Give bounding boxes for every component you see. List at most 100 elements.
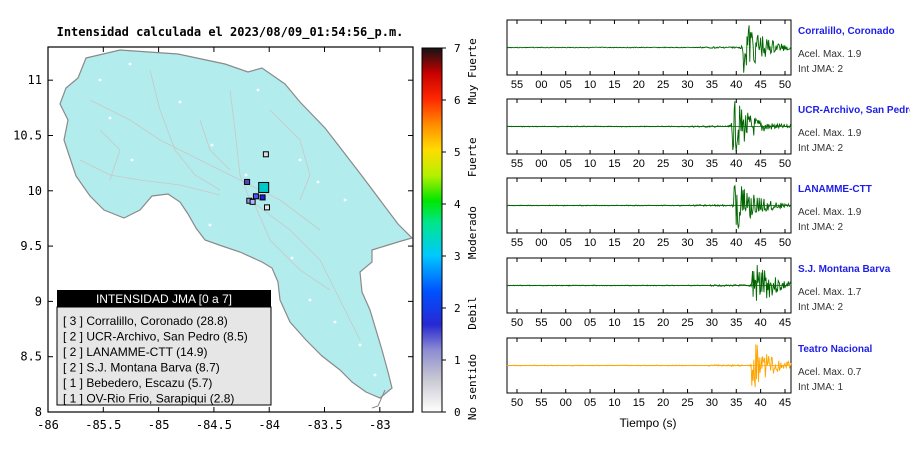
waveform-tick-label: 40 xyxy=(755,397,767,409)
waveform-tick-label: 25 xyxy=(657,79,669,91)
waveform-tick-label: 45 xyxy=(779,317,791,329)
max-acceleration: Acel. Max. 1.9 xyxy=(798,207,862,218)
waveform-tick-label: 40 xyxy=(755,317,767,329)
station-markers xyxy=(244,151,270,211)
waveform-tick-label: 05 xyxy=(584,397,596,409)
waveform-tick-label: 10 xyxy=(584,237,596,249)
map-x-tick-label: -86 xyxy=(37,418,59,432)
waveform-panel: 55 00 05 10 15 20 25 30 35 40 45 50 UCR-Archivo, San… xyxy=(506,98,910,170)
road-network xyxy=(79,69,361,341)
waveform-tick-label: 55 xyxy=(535,317,547,329)
waveform-tick-label: 35 xyxy=(706,237,718,249)
waveform-tick-label: 30 xyxy=(681,158,693,170)
map-y-axis: 11 10.5 10 9.5 9 8.5 8 xyxy=(13,73,413,419)
colorbar-tick-label: 7 xyxy=(454,42,461,55)
waveform-tick-label: 10 xyxy=(584,158,596,170)
waveform-tick-label: 10 xyxy=(608,317,620,329)
map-x-tick-label: -85 xyxy=(148,418,170,432)
map-y-tick-label: 9 xyxy=(35,294,42,308)
waveform-tick-label: 50 xyxy=(779,79,791,91)
waveform-tick-label: 15 xyxy=(608,79,620,91)
waveform-tick-label: 00 xyxy=(560,317,572,329)
waveform-tick-label: 15 xyxy=(608,158,620,170)
station-marker xyxy=(249,198,256,205)
colorbar-tick-label: 4 xyxy=(454,198,461,211)
waveform-tick-label: 50 xyxy=(511,317,523,329)
waveform-panels: 55 00 05 10 15 20 25 30 35 40 45 50 Corralillo, Coro… xyxy=(506,19,910,409)
waveform-tick-label: 30 xyxy=(681,79,693,91)
jma-intensity: Int JMA: 1 xyxy=(798,382,843,393)
station-marker xyxy=(264,204,270,211)
legend-item: [ 2 ] LANAMME-CTT (14.9) xyxy=(63,345,207,359)
legend-item: [ 2 ] UCR-Archivo, San Pedro (8.5) xyxy=(63,330,248,344)
waveform-trace xyxy=(507,101,792,152)
waveform-trace xyxy=(506,25,792,73)
waveform-tick-label: 15 xyxy=(633,397,645,409)
waveform-tick-label: 55 xyxy=(511,158,523,170)
waveform-tick-label: 45 xyxy=(755,237,767,249)
colorbar-label: Fuerte xyxy=(466,137,479,177)
waveform-tick-label: 40 xyxy=(730,158,742,170)
waveform-tick-label: 35 xyxy=(706,79,718,91)
waveform-tick-label: 20 xyxy=(633,158,645,170)
waveform-tick-label: 25 xyxy=(681,317,693,329)
southern-border xyxy=(371,389,386,409)
waveform-tick-label: 30 xyxy=(681,237,693,249)
map-x-tick-label: -83 xyxy=(369,418,391,432)
max-acceleration: Acel. Max. 1.9 xyxy=(798,49,862,60)
waveform-tick-label: 25 xyxy=(681,397,693,409)
legend-item: [ 1 ] OV-Rio Frio, Sarapiqui (2.8) xyxy=(63,392,234,406)
costa-rica-land xyxy=(59,49,414,409)
waveform-tick-label: 45 xyxy=(779,397,791,409)
colorbar-tick-label: 5 xyxy=(454,146,461,159)
map-title: Intensidad calculada el 2023/08/09_01:54… xyxy=(57,25,404,40)
waveform-trace xyxy=(507,264,792,301)
waveform-tick-label: 20 xyxy=(657,317,669,329)
waveform-panel: 55 00 05 10 15 20 25 30 35 40 45 50 LANAMME-CTT Acel.… xyxy=(506,177,872,249)
waveform-panel: 55 00 05 10 15 20 25 30 35 40 45 50 Corralillo, Coro… xyxy=(506,19,895,91)
map-y-tick-label: 11 xyxy=(28,73,42,87)
legend-item: [ 3 ] Corralillo, Coronado (28.8) xyxy=(63,314,228,328)
waveform-panel: 50 55 00 05 10 15 20 25 30 35 40 45 Teatro Nacional A… xyxy=(506,337,872,409)
colorbar: 0 1 2 3 4 5 6 7 No sentido Debil Moderado Fuerte Mu… xyxy=(421,38,479,420)
waveform-tick-label: 20 xyxy=(657,397,669,409)
station-name: LANAMME-CTT xyxy=(798,184,872,195)
waveform-tick-label: 40 xyxy=(730,79,742,91)
station-name: S.J. Montana Barva xyxy=(798,264,891,275)
intensity-legend: INTENSIDAD JMA [0 a 7] [ 3 ] Corralillo,… xyxy=(56,290,272,406)
jma-intensity: Int JMA: 2 xyxy=(798,302,843,313)
waveform-tick-label: 05 xyxy=(560,158,572,170)
waveform-tick-label: 00 xyxy=(535,158,547,170)
time-axis-label: Tiempo (s) xyxy=(620,416,677,430)
waveform-tick-label: 50 xyxy=(779,237,791,249)
max-acceleration: Acel. Max. 1.9 xyxy=(798,128,862,139)
station-marker xyxy=(252,193,259,200)
waveform-tick-label: 55 xyxy=(511,79,523,91)
waveform-tick-label: 55 xyxy=(535,397,547,409)
legend-header: INTENSIDAD JMA [0 a 7] xyxy=(96,292,232,306)
colorbar-label: Moderado xyxy=(466,206,479,259)
waveform-trace xyxy=(506,344,792,388)
station-marker xyxy=(262,151,269,158)
colorbar-tick-label: 3 xyxy=(454,250,461,263)
colorbar-tick-label: 1 xyxy=(454,354,461,367)
waveform-tick-label: 25 xyxy=(657,237,669,249)
colorbar-tick-label: 0 xyxy=(454,406,461,419)
legend-item: [ 2 ] S.J. Montana Barva (8.7) xyxy=(63,361,220,375)
waveform-tick-label: 35 xyxy=(706,158,718,170)
waveform-tick-label: 10 xyxy=(584,79,596,91)
waveform-tick-label: 45 xyxy=(755,79,767,91)
waveform-tick-label: 20 xyxy=(633,237,645,249)
colorbar-label: Muy Fuerte xyxy=(466,38,479,104)
map-x-tick-label: -84 xyxy=(258,418,280,432)
waveform-tick-label: 00 xyxy=(560,397,572,409)
waveform-tick-label: 20 xyxy=(633,79,645,91)
waveform-tick-label: 15 xyxy=(633,317,645,329)
station-marker xyxy=(259,194,266,201)
legend-header-bg xyxy=(57,290,271,307)
map-y-tick-label: 8 xyxy=(35,405,42,419)
waveform-tick-label: 25 xyxy=(657,158,669,170)
waveform-tick-label: 40 xyxy=(730,237,742,249)
waveform-tick-label: 35 xyxy=(730,397,742,409)
map-y-tick-label: 10 xyxy=(28,184,42,198)
